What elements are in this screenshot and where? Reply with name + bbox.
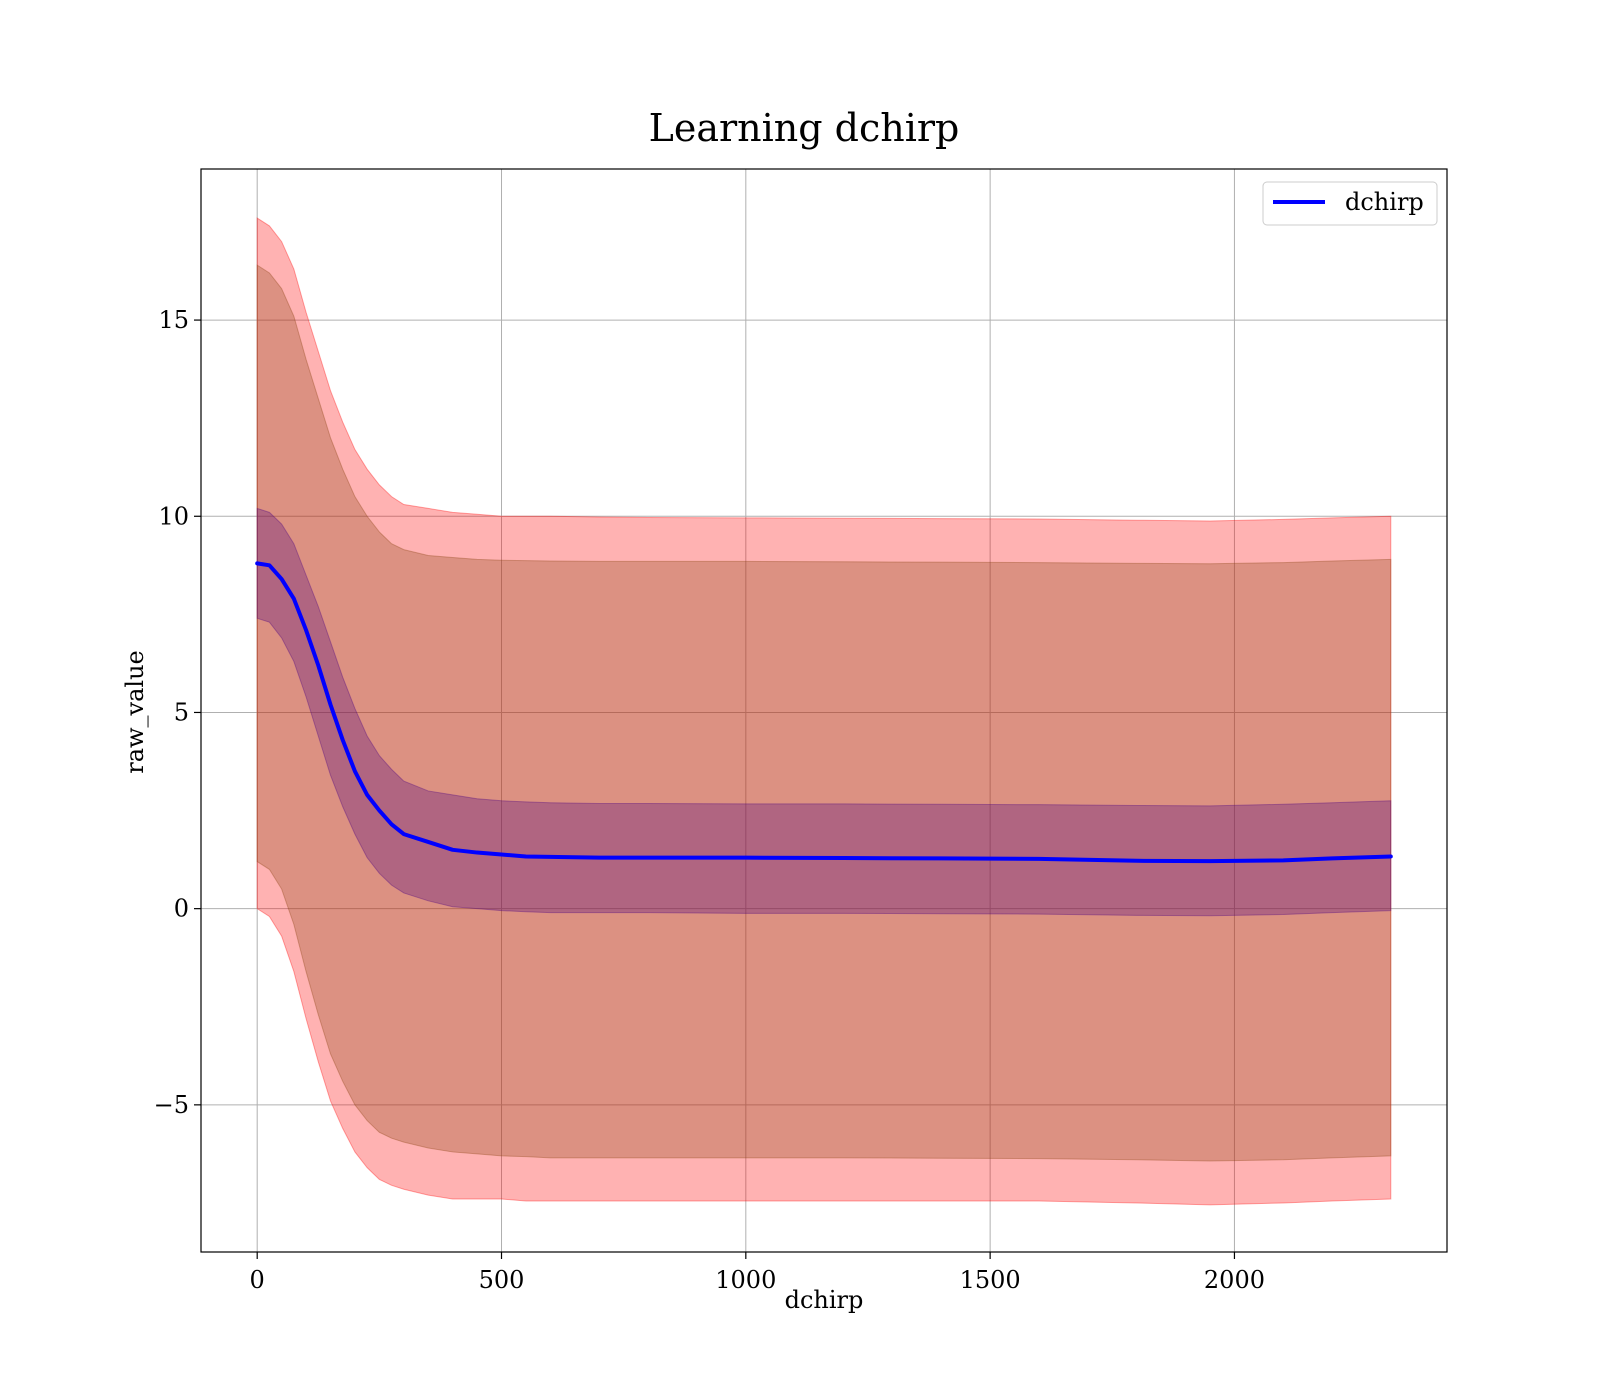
x-tick-label: 500 (479, 1266, 525, 1294)
x-tick-label: 1000 (715, 1266, 776, 1294)
legend: dchirp (1262, 181, 1438, 226)
x-axis-label: dchirp (785, 1286, 864, 1314)
band-inner-band (256, 507, 1392, 917)
series-lines (255, 561, 1393, 864)
y-tick-label: 0 (174, 895, 189, 923)
x-tick-label: 1500 (960, 1266, 1021, 1294)
plot-frame (200, 168, 1448, 1253)
y-axis-label: raw_value (121, 650, 149, 774)
x-tick-label: 2000 (1204, 1266, 1265, 1294)
plot-area (200, 168, 1448, 1253)
y-tick-label: −5 (154, 1091, 189, 1119)
band-outer-band (256, 217, 1392, 1206)
y-tick-label: 10 (158, 502, 189, 530)
y-tick-label: 5 (174, 698, 189, 726)
legend-box (1262, 181, 1438, 226)
x-tick-label: 0 (250, 1266, 265, 1294)
band-middle-band (256, 264, 1392, 1162)
legend-label-dchirp: dchirp (1345, 188, 1424, 216)
y-tick-label: 15 (158, 306, 189, 334)
grid (201, 169, 1447, 1252)
y-axis-ticks: −5 0 5 10 15 (154, 306, 201, 1119)
x-axis-ticks: 0 500 1000 1500 2000 (250, 1252, 1265, 1294)
confidence-bands (256, 217, 1392, 1206)
series-line-dchirp (255, 561, 1393, 864)
chart-title: Learning dchirp (649, 106, 960, 150)
